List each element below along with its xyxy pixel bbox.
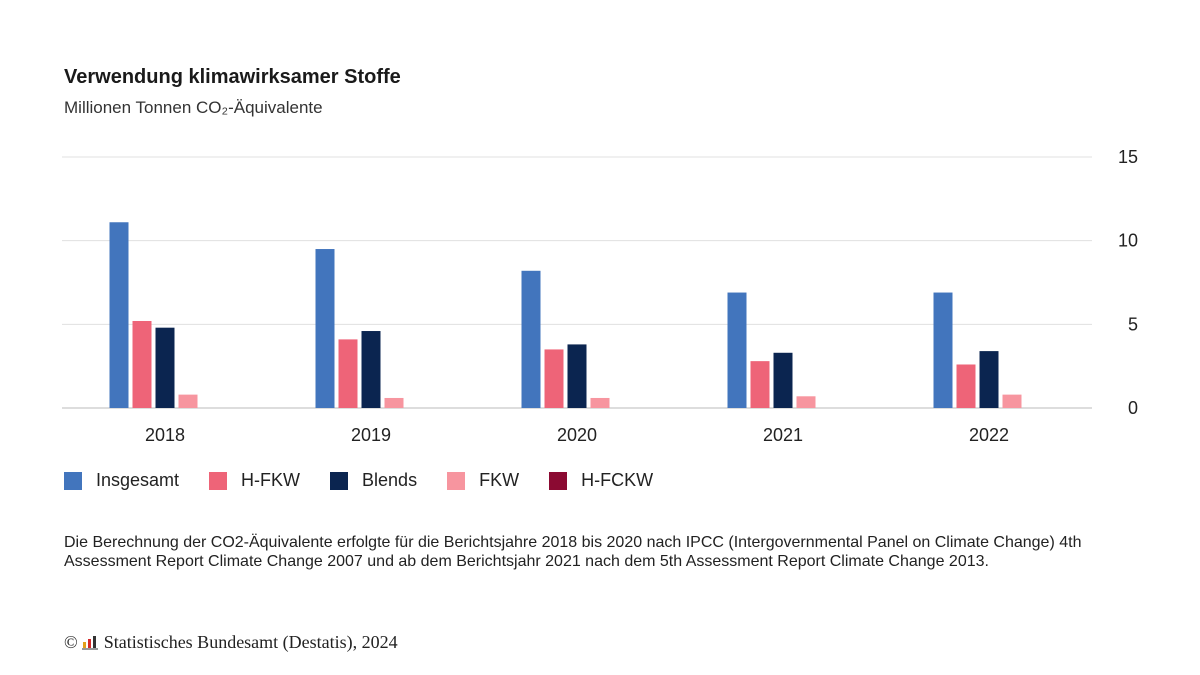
y-tick-label: 15	[1118, 147, 1138, 167]
x-tick-label: 2020	[557, 425, 597, 445]
bar-h-fkw-2019	[338, 339, 358, 408]
chart-legend: Insgesamt H-FKW Blends FKW H-FCKW	[64, 470, 683, 491]
x-tick-label: 2021	[763, 425, 803, 445]
bar-fkw-2018	[178, 394, 198, 408]
bar-fkw-2021	[796, 396, 816, 408]
y-tick-label: 10	[1118, 231, 1138, 251]
copyright-symbol: ©	[64, 632, 78, 652]
bar-fkw-2020	[590, 397, 610, 408]
legend-item: Blends	[330, 470, 417, 491]
bar-chart: 0 5 10 15 2018 2019 2020 2021 2022	[62, 147, 1138, 445]
bar-insgesamt-2018	[109, 222, 129, 408]
bar-blends-2022	[979, 351, 999, 408]
bar-fkw-2019	[384, 397, 404, 408]
y-tick-label: 0	[1128, 398, 1138, 418]
bar-fkw-2022	[1002, 394, 1022, 408]
destatis-logo-icon	[81, 635, 98, 650]
x-tick-label: 2019	[351, 425, 391, 445]
source-line: © Statistisches Bundesamt (Destatis), 20…	[64, 632, 398, 653]
legend-swatch	[447, 471, 466, 490]
legend-item: H-FKW	[209, 470, 300, 491]
chart-title: Verwendung klimawirksamer Stoffe	[64, 66, 401, 88]
bar-blends-2020	[567, 344, 587, 408]
footnote: Die Berechnung der CO2-Äquivalente erfol…	[64, 534, 1082, 570]
bar-blends-2018	[155, 327, 175, 408]
legend-swatch	[549, 471, 568, 490]
bar-h-fkw-2021	[750, 361, 770, 408]
x-tick-label: 2018	[145, 425, 185, 445]
legend-label: Blends	[362, 470, 418, 490]
legend-swatch	[330, 471, 349, 490]
legend-item: Insgesamt	[64, 470, 179, 491]
chart-subtitle: Millionen Tonnen CO₂-Äquivalente	[64, 98, 323, 117]
legend-item: FKW	[447, 470, 519, 491]
bar-blends-2021	[773, 352, 793, 408]
bar-h-fkw-2022	[956, 364, 976, 408]
x-tick-label: 2022	[969, 425, 1009, 445]
bar-insgesamt-2020	[521, 270, 541, 408]
legend-label: FKW	[479, 470, 520, 490]
bar-insgesamt-2022	[933, 292, 953, 408]
bar-insgesamt-2019	[315, 249, 335, 408]
legend-label: H-FKW	[241, 470, 301, 490]
bar-h-fkw-2018	[132, 320, 152, 408]
legend-swatch	[209, 471, 228, 490]
legend-label: H-FCKW	[581, 470, 654, 490]
bar-insgesamt-2021	[727, 292, 747, 408]
bar-h-fkw-2020	[544, 349, 564, 408]
y-tick-label: 5	[1128, 314, 1138, 334]
legend-item: H-FCKW	[549, 470, 653, 491]
bar-blends-2019	[361, 331, 381, 408]
legend-label: Insgesamt	[96, 470, 180, 490]
legend-swatch	[64, 471, 82, 490]
source-text: Statistisches Bundesamt (Destatis), 2024	[103, 632, 398, 652]
